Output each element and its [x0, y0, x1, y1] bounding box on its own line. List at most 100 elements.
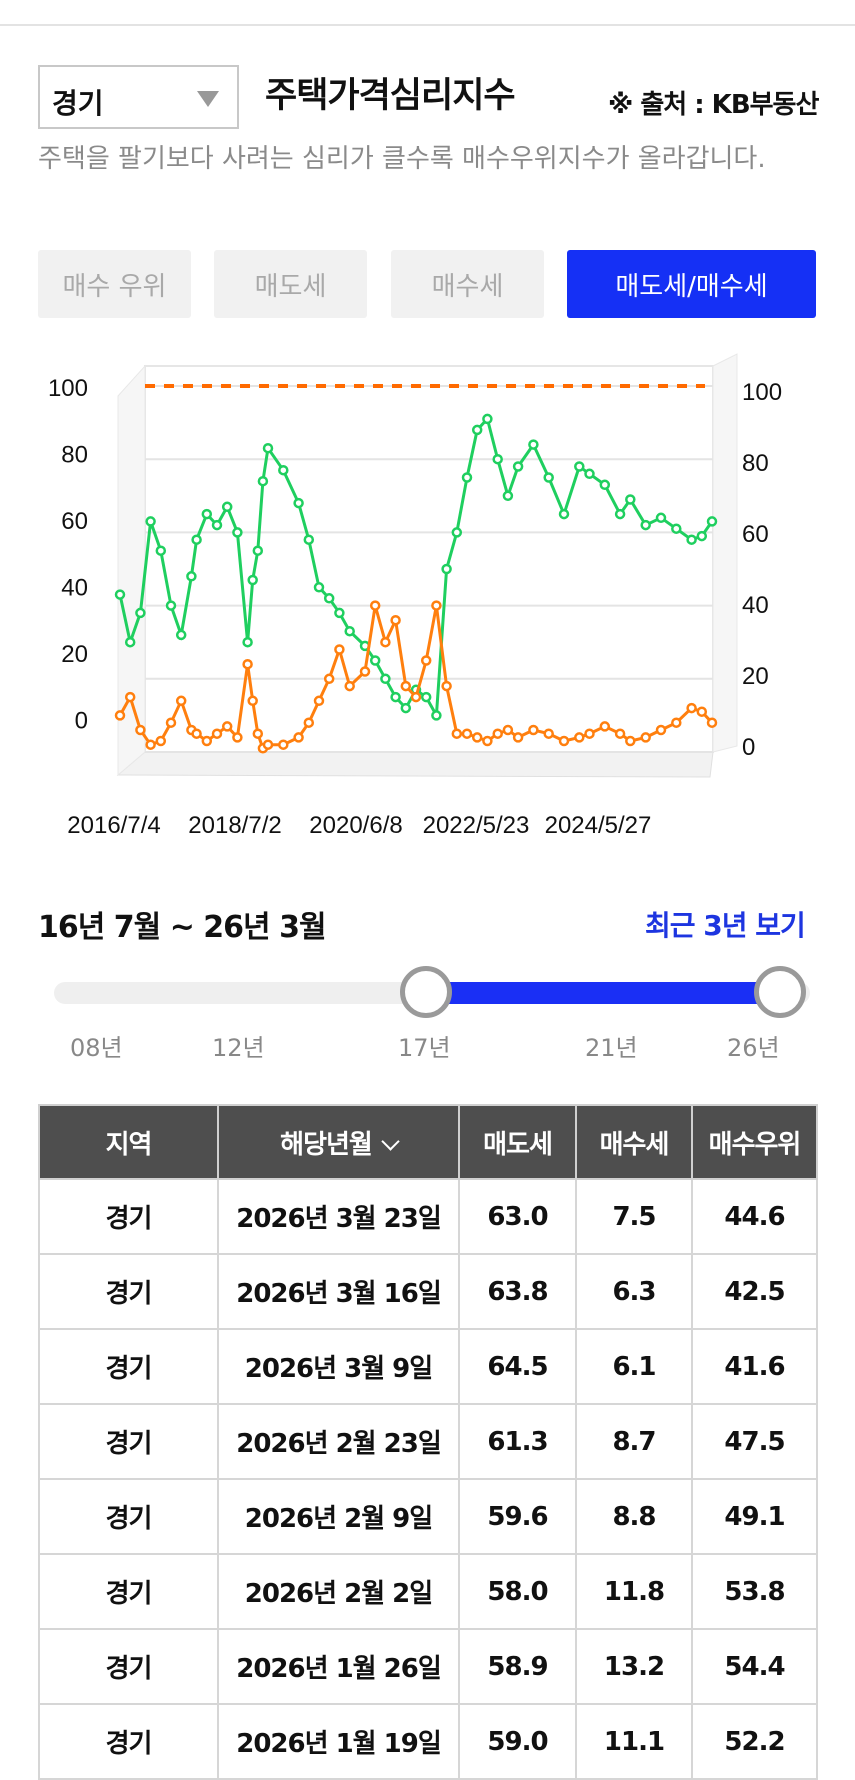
- y-left-tick-label: 40: [61, 575, 88, 602]
- series-point-2: [380, 636, 391, 648]
- series-point-2: [293, 732, 304, 743]
- column-header-buy[interactable]: 매수세: [575, 1104, 693, 1180]
- series-point-1: [323, 593, 335, 604]
- region-select[interactable]: 경기: [38, 65, 239, 129]
- series-point-2: [584, 728, 595, 739]
- series-point-1: [191, 534, 202, 545]
- series-point-1: [124, 636, 136, 648]
- table-row[interactable]: 경기 2026년 2월 23일 61.3 8.7 47.5: [38, 1403, 818, 1480]
- series-point-2: [247, 695, 258, 707]
- series-point-1: [471, 424, 483, 436]
- series-point-2: [155, 735, 167, 747]
- series-point-1: [686, 534, 697, 545]
- x-tick-label: 2016/7/4: [67, 812, 160, 839]
- series-point-1: [380, 673, 391, 685]
- table-row[interactable]: 경기 2026년 1월 26일 58.9 13.2 54.4: [38, 1628, 818, 1705]
- series-point-2: [165, 717, 177, 728]
- table-row[interactable]: 경기 2026년 1월 19일 59.0 11.1 52.2: [38, 1703, 818, 1780]
- slider-tick-label: 08년: [70, 1034, 123, 1062]
- top-divider: [0, 24, 855, 26]
- y-left-tick-label: 80: [61, 442, 88, 469]
- series-point-1: [671, 523, 682, 534]
- cell-date: 2026년 1월 19일: [217, 1703, 460, 1780]
- series-point-1: [390, 691, 401, 703]
- column-header-region[interactable]: 지역: [38, 1104, 219, 1180]
- cell-sell: 61.3: [458, 1403, 577, 1480]
- cell-buy: 8.8: [575, 1478, 693, 1555]
- series-point-2: [599, 721, 611, 732]
- series-point-2: [278, 739, 289, 750]
- cell-region: 경기: [38, 1178, 219, 1255]
- cell-date: 2026년 2월 9일: [217, 1478, 460, 1555]
- series-point-2: [211, 728, 223, 739]
- cell-sell: 59.0: [458, 1703, 577, 1780]
- cell-buy: 11.1: [575, 1703, 693, 1780]
- y-right-tick-label: 60: [742, 521, 769, 548]
- table-row[interactable]: 경기 2026년 2월 9일 59.6 8.8 49.1: [38, 1478, 818, 1555]
- column-header-buy-advantage[interactable]: 매수우위: [691, 1104, 818, 1180]
- cell-buy-advantage: 42.5: [691, 1253, 818, 1330]
- y-right-tick-label: 40: [742, 592, 769, 619]
- series-point-2: [706, 717, 718, 728]
- x-tick-label: 2022/5/23: [423, 812, 530, 839]
- series-point-2: [135, 724, 146, 736]
- range-slider-end-handle[interactable]: [754, 966, 806, 1018]
- series-point-1: [186, 571, 197, 582]
- series-point-1: [599, 479, 611, 491]
- series-point-1: [135, 607, 146, 619]
- series-point-2: [400, 680, 412, 692]
- column-header-date-label: 해당년월: [280, 1129, 373, 1160]
- series-point-1: [313, 582, 325, 593]
- series-point-2: [313, 695, 325, 707]
- cell-buy-advantage: 53.8: [691, 1553, 818, 1630]
- series-point-2: [671, 717, 682, 728]
- tab-buy-pressure[interactable]: 매수세: [391, 250, 544, 318]
- x-tick-label: 2020/6/8: [309, 812, 402, 839]
- tab-sell-buy-pressure[interactable]: 매도세/매수세: [567, 250, 816, 318]
- series-point-2: [528, 724, 539, 736]
- column-header-sell[interactable]: 매도세: [458, 1104, 577, 1180]
- cell-sell: 58.0: [458, 1553, 577, 1630]
- series-point-2: [558, 735, 570, 747]
- series-point-1: [293, 497, 304, 509]
- range-slider-start-handle[interactable]: [400, 966, 452, 1018]
- column-header-date[interactable]: 해당년월: [217, 1104, 460, 1180]
- series-point-2: [242, 658, 253, 670]
- series-point-2: [655, 724, 667, 736]
- series-point-1: [431, 710, 442, 721]
- series-point-1: [175, 629, 187, 641]
- series-point-2: [344, 680, 355, 692]
- sentiment-table: 지역 해당년월 매도세 매수세 매수우위 경기 2026년 3월 23일 63.0 7…: [38, 1104, 818, 1780]
- series-point-1: [247, 574, 258, 586]
- cell-buy-advantage: 52.2: [691, 1703, 818, 1780]
- table-row[interactable]: 경기 2026년 3월 23일 63.0 7.5 44.6: [38, 1178, 818, 1255]
- series-point-2: [191, 728, 202, 739]
- series-point-1: [369, 655, 381, 666]
- tab-buy-advantage[interactable]: 매수 우위: [38, 250, 191, 318]
- series-point-1: [528, 439, 539, 450]
- series-point-1: [221, 501, 233, 513]
- cell-buy-advantage: 41.6: [691, 1328, 818, 1405]
- table-row[interactable]: 경기 2026년 3월 9일 64.5 6.1 41.6: [38, 1328, 818, 1405]
- table-header-row: 지역 해당년월 매도세 매수세 매수우위: [38, 1104, 818, 1180]
- series-point-1: [201, 508, 213, 520]
- range-slider-selection: [427, 982, 780, 1004]
- series-point-1: [232, 527, 243, 538]
- series-point-2: [175, 695, 187, 707]
- series-point-1: [625, 494, 636, 505]
- table-row[interactable]: 경기 2026년 2월 2일 58.0 11.8 53.8: [38, 1553, 818, 1630]
- table-row[interactable]: 경기 2026년 3월 16일 63.8 6.3 42.5: [38, 1253, 818, 1330]
- cell-buy-advantage: 44.6: [691, 1178, 818, 1255]
- tab-sell-pressure[interactable]: 매도세: [214, 250, 367, 318]
- series-point-1: [145, 516, 156, 527]
- source-note: ※ 출처 : KB부동산: [608, 90, 819, 120]
- cell-region: 경기: [38, 1253, 219, 1330]
- cell-date: 2026년 2월 2일: [217, 1553, 460, 1630]
- y-right-tick-label: 0: [742, 734, 755, 761]
- series-point-2: [303, 717, 315, 728]
- cell-buy-advantage: 49.1: [691, 1478, 818, 1555]
- recent-3-years-link[interactable]: 최근 3년 보기: [645, 909, 806, 942]
- series-point-2: [441, 680, 452, 692]
- series-point-2: [451, 728, 463, 739]
- series-point-1: [155, 545, 167, 556]
